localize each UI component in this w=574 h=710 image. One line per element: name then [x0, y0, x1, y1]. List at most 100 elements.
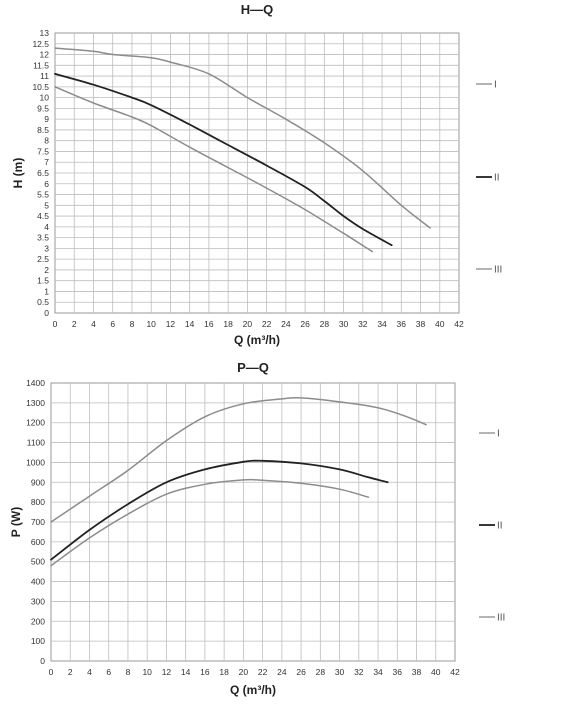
x-tick-label: 22 [262, 319, 272, 329]
y-tick-label: 1000 [26, 457, 45, 467]
y-tick-label: 0 [44, 308, 49, 318]
y-tick-label: 5 [44, 200, 49, 210]
x-tick-label: 28 [316, 667, 326, 677]
x-tick-label: 2 [68, 667, 73, 677]
x-tick-label: 32 [358, 319, 368, 329]
y-tick-label: 7.5 [37, 146, 49, 156]
x-tick-label: 32 [354, 667, 364, 677]
x-axis-label: Q (m³/h) [234, 333, 280, 347]
y-tick-label: 7 [44, 157, 49, 167]
y-tick-label: 1200 [26, 418, 45, 428]
x-tick-label: 18 [223, 319, 233, 329]
x-tick-label: 30 [339, 319, 349, 329]
y-tick-label: 0.5 [37, 297, 49, 307]
y-tick-label: 6 [44, 179, 49, 189]
grid [55, 33, 459, 313]
y-tick-label: 700 [31, 517, 45, 527]
x-tick-label: 16 [200, 667, 210, 677]
y-tick-label: 1.5 [37, 276, 49, 286]
y-tick-label: 600 [31, 537, 45, 547]
chart-1: 0 2 4 6 8 10 12 14 16 18 20 22 24 26 28 30 32 34 36 38 40 420… [11, 2, 502, 347]
x-tick-label: 42 [450, 667, 460, 677]
x-tick-label: 20 [239, 667, 249, 677]
x-tick-label: 8 [130, 319, 135, 329]
series-line-II [50, 459, 389, 561]
y-tick-label: 9 [44, 114, 49, 124]
series-line-I [54, 47, 431, 229]
grid [51, 383, 455, 661]
y-tick-label: 3.5 [37, 233, 49, 243]
y-tick-label: 5.5 [37, 190, 49, 200]
x-tick-label: 42 [454, 319, 464, 329]
y-tick-label: 10.5 [32, 82, 49, 92]
x-tick-label: 0 [49, 667, 54, 677]
legend-label-I: I [497, 429, 500, 440]
x-tick-label: 38 [416, 319, 426, 329]
series-line-I [50, 396, 427, 523]
x-tick-label: 12 [162, 667, 172, 677]
legend-label-II: II [494, 173, 500, 184]
x-tick-label: 16 [204, 319, 214, 329]
y-tick-label: 4.5 [37, 211, 49, 221]
y-axis-label: H (m) [11, 158, 25, 189]
x-tick-label: 36 [397, 319, 407, 329]
y-tick-label: 4 [44, 222, 49, 232]
chart-title: P—Q [237, 360, 269, 375]
y-tick-label: 100 [31, 636, 45, 646]
x-tick-label: 38 [412, 667, 422, 677]
y-tick-label: 2.5 [37, 254, 49, 264]
y-tick-label: 900 [31, 477, 45, 487]
y-tick-label: 300 [31, 596, 45, 606]
x-tick-label: 24 [281, 319, 291, 329]
y-tick-label: 1300 [26, 398, 45, 408]
x-tick-label: 20 [243, 319, 253, 329]
y-tick-label: 13 [40, 28, 50, 38]
x-tick-label: 14 [185, 319, 195, 329]
y-tick-label: 800 [31, 497, 45, 507]
chart-title: H—Q [241, 2, 274, 17]
x-tick-label: 24 [277, 667, 287, 677]
series-line-II [54, 73, 393, 247]
y-tick-label: 2 [44, 265, 49, 275]
y-tick-label: 1100 [27, 438, 46, 448]
x-tick-label: 22 [258, 667, 268, 677]
y-tick-label: 400 [31, 577, 45, 587]
legend-label-III: III [494, 265, 502, 276]
x-tick-label: 6 [106, 667, 111, 677]
x-tick-label: 4 [91, 319, 96, 329]
x-tick-label: 26 [300, 319, 310, 329]
y-tick-label: 200 [31, 616, 45, 626]
x-tick-label: 4 [87, 667, 92, 677]
legend-label-III: III [497, 613, 505, 624]
x-tick-label: 28 [320, 319, 330, 329]
x-tick-label: 6 [110, 319, 115, 329]
y-tick-label: 11 [40, 71, 49, 81]
y-tick-label: 9.5 [37, 103, 49, 113]
x-tick-label: 2 [72, 319, 77, 329]
x-tick-label: 26 [296, 667, 306, 677]
y-tick-label: 3 [44, 243, 49, 253]
x-tick-label: 0 [53, 319, 58, 329]
y-tick-label: 1400 [26, 378, 45, 388]
y-tick-label: 0 [40, 656, 45, 666]
x-axis-label: Q (m³/h) [230, 683, 276, 697]
x-tick-label: 36 [393, 667, 403, 677]
x-tick-label: 8 [126, 667, 131, 677]
y-tick-label: 12 [40, 50, 50, 60]
legend-label-I: I [494, 80, 497, 91]
x-tick-label: 18 [219, 667, 229, 677]
y-tick-label: 12.5 [32, 39, 49, 49]
x-tick-label: 34 [373, 667, 383, 677]
x-tick-label: 14 [181, 667, 191, 677]
chart-2: 0 2 4 6 8 10 12 14 16 18 20 22 24 26 28 30 32 34 36 38 40 420… [9, 360, 505, 697]
series-line-III [54, 86, 374, 253]
x-tick-label: 12 [166, 319, 176, 329]
y-tick-label: 11.5 [33, 60, 49, 70]
y-tick-label: 8.5 [37, 125, 49, 135]
x-tick-label: 30 [335, 667, 345, 677]
y-axis-label: P (W) [9, 507, 23, 537]
y-tick-label: 500 [31, 557, 45, 567]
x-tick-label: 40 [431, 667, 441, 677]
x-tick-label: 34 [377, 319, 387, 329]
